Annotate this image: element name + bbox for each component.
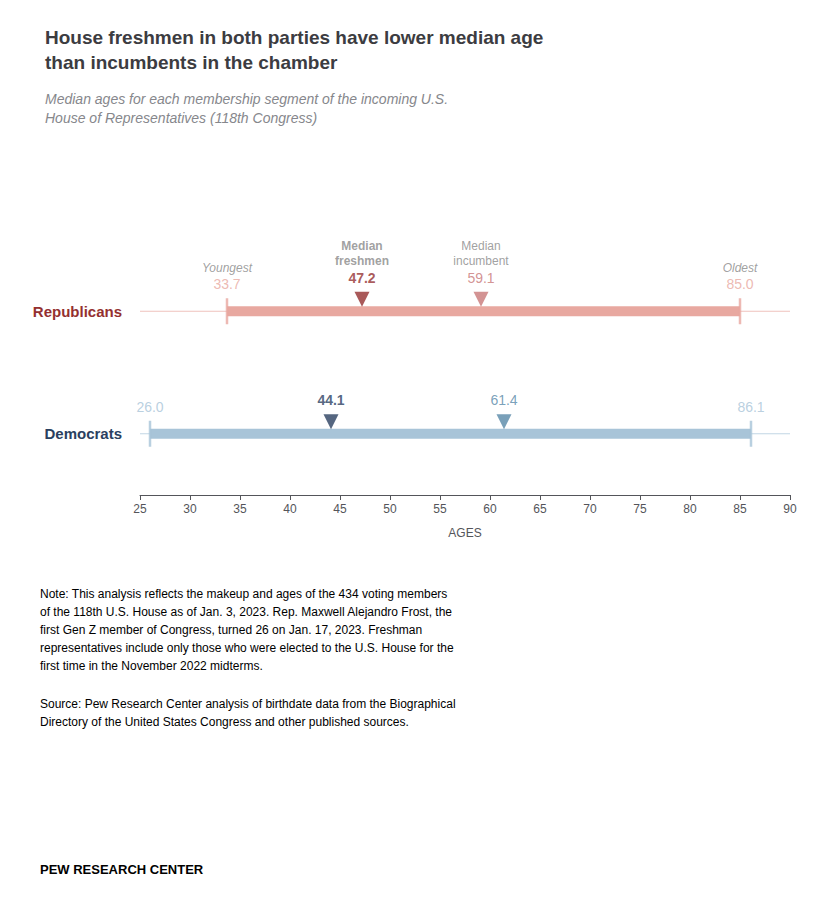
svg-text:55: 55 bbox=[433, 502, 447, 516]
svg-text:86.1: 86.1 bbox=[737, 399, 764, 415]
svg-text:Median ages for each membershi: Median ages for each membership segment … bbox=[45, 91, 448, 107]
svg-text:70: 70 bbox=[583, 502, 597, 516]
svg-text:freshmen: freshmen bbox=[335, 254, 389, 268]
svg-text:PEW RESEARCH CENTER: PEW RESEARCH CENTER bbox=[40, 862, 204, 877]
svg-text:House of Representatives (118t: House of Representatives (118th Congress… bbox=[45, 110, 317, 126]
svg-text:Democrats: Democrats bbox=[44, 425, 122, 442]
svg-text:45: 45 bbox=[333, 502, 347, 516]
svg-text:25: 25 bbox=[133, 502, 147, 516]
svg-text:61.4: 61.4 bbox=[490, 392, 517, 408]
svg-text:Oldest: Oldest bbox=[723, 261, 758, 275]
svg-text:Source: Pew Research Center an: Source: Pew Research Center analysis of … bbox=[40, 697, 456, 711]
svg-text:75: 75 bbox=[633, 502, 647, 516]
svg-text:of the 118th U.S. House as of: of the 118th U.S. House as of Jan. 3, 20… bbox=[40, 605, 452, 619]
svg-text:representatives include only t: representatives include only those who w… bbox=[40, 641, 454, 655]
svg-text:incumbent: incumbent bbox=[453, 254, 509, 268]
svg-text:50: 50 bbox=[383, 502, 397, 516]
svg-text:Republicans: Republicans bbox=[33, 303, 122, 320]
svg-text:30: 30 bbox=[183, 502, 197, 516]
svg-text:Median: Median bbox=[341, 239, 382, 253]
svg-text:than incumbents in the chamber: than incumbents in the chamber bbox=[45, 52, 338, 73]
svg-text:Median: Median bbox=[461, 239, 500, 253]
svg-text:Youngest: Youngest bbox=[202, 261, 253, 275]
svg-text:Note: This analysis reflects t: Note: This analysis reflects the makeup … bbox=[40, 587, 447, 601]
svg-text:33.7: 33.7 bbox=[213, 276, 240, 292]
svg-text:first Gen Z member of Congress: first Gen Z member of Congress, turned 2… bbox=[40, 623, 422, 637]
svg-text:26.0: 26.0 bbox=[136, 399, 163, 415]
svg-text:85: 85 bbox=[733, 502, 747, 516]
svg-text:60: 60 bbox=[483, 502, 497, 516]
svg-text:AGES: AGES bbox=[448, 526, 481, 540]
svg-text:65: 65 bbox=[533, 502, 547, 516]
svg-text:44.1: 44.1 bbox=[317, 392, 344, 408]
svg-text:House freshmen in both parties: House freshmen in both parties have lowe… bbox=[45, 27, 543, 48]
svg-text:47.2: 47.2 bbox=[348, 270, 375, 286]
svg-text:59.1: 59.1 bbox=[467, 270, 494, 286]
svg-text:Directory of the United States: Directory of the United States Congress … bbox=[40, 715, 409, 729]
svg-text:35: 35 bbox=[233, 502, 247, 516]
svg-text:85.0: 85.0 bbox=[726, 276, 753, 292]
svg-text:90: 90 bbox=[783, 502, 797, 516]
svg-text:80: 80 bbox=[683, 502, 697, 516]
svg-text:40: 40 bbox=[283, 502, 297, 516]
svg-text:first time in the November 202: first time in the November 2022 midterms… bbox=[40, 659, 263, 673]
